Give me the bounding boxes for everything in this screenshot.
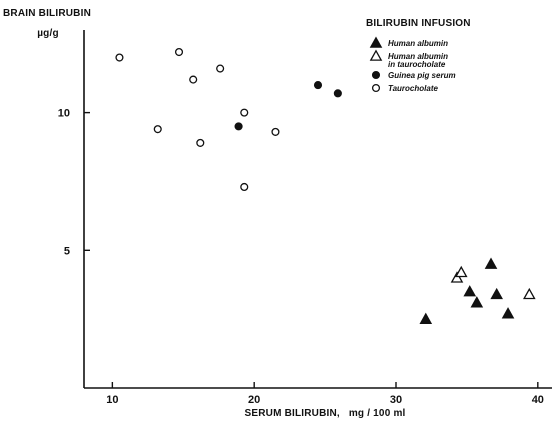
data-point-open-circle xyxy=(271,127,280,136)
data-point-open-circle xyxy=(153,125,162,134)
y-tick-label: 10 xyxy=(58,108,70,120)
data-point-open-circle xyxy=(216,64,225,73)
data-point-filled-circle xyxy=(234,122,243,131)
data-point-filled-circle xyxy=(313,81,323,90)
x-tick-label: 10 xyxy=(106,394,118,406)
legend-marker-filled-circle xyxy=(371,70,381,80)
y-axis-label-line-1: BRAIN BILIRUBIN xyxy=(3,8,91,19)
data-point-filled-triangle xyxy=(484,257,498,269)
x-tick-label: 20 xyxy=(248,394,260,406)
data-point-open-circle xyxy=(189,75,198,84)
legend-label: in taurocholate xyxy=(388,60,446,69)
data-point-filled-triangle xyxy=(470,296,484,308)
x-tick-label: 30 xyxy=(390,394,402,406)
data-point-filled-triangle xyxy=(419,312,433,324)
legend-label: Human albumin xyxy=(388,39,448,48)
y-axis-label-line-2: µg/g xyxy=(37,28,59,39)
data-point-open-circle xyxy=(240,108,249,117)
legend-marker-filled-triangle xyxy=(369,36,383,48)
x-axis-label: SERUM BILIRUBIN, mg / 100 ml xyxy=(244,408,405,419)
legend-label: Taurocholate xyxy=(388,84,438,93)
data-point-open-circle xyxy=(196,138,205,147)
data-point-open-triangle xyxy=(450,271,464,283)
data-points xyxy=(115,47,536,324)
data-point-filled-circle xyxy=(333,89,342,98)
legend-marker-open-circle xyxy=(371,83,381,93)
data-point-open-circle xyxy=(174,47,184,57)
data-point-filled-triangle xyxy=(501,307,515,319)
x-tick-label: 40 xyxy=(532,394,544,406)
data-point-filled-triangle xyxy=(463,285,477,297)
data-point-open-circle xyxy=(115,53,124,62)
y-tick-label: 5 xyxy=(64,245,70,257)
legend-title: BILIRUBIN INFUSION xyxy=(366,18,471,29)
data-point-open-circle xyxy=(240,182,249,192)
axis-ticks: 10 20 30 40 5 10 xyxy=(58,108,544,406)
legend-label: Human albumin xyxy=(388,52,448,61)
legend-marker-open-triangle xyxy=(369,49,383,61)
legend-label: Guinea pig serum xyxy=(388,71,456,80)
data-point-open-triangle xyxy=(523,287,536,300)
data-point-filled-triangle xyxy=(490,287,503,300)
data-point-open-triangle xyxy=(454,265,468,278)
